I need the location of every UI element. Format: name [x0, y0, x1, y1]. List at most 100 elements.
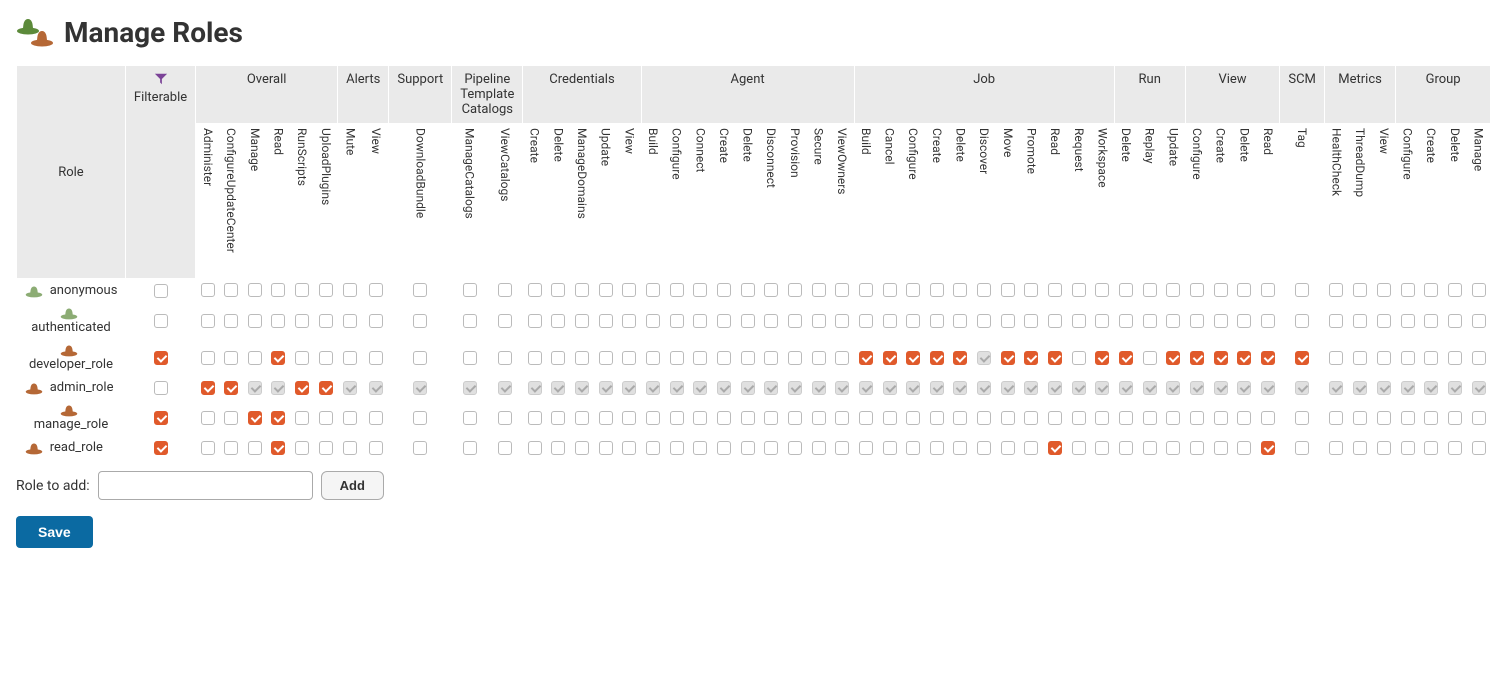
- perm-checkbox[interactable]: [783, 302, 807, 339]
- perm-checkbox[interactable]: [736, 436, 760, 459]
- perm-checkbox[interactable]: [901, 339, 925, 376]
- perm-checkbox[interactable]: [1443, 399, 1467, 436]
- perm-checkbox[interactable]: [972, 339, 996, 376]
- perm-checkbox[interactable]: [452, 279, 488, 303]
- perm-checkbox[interactable]: [1209, 339, 1233, 376]
- perm-checkbox[interactable]: [243, 279, 267, 303]
- perm-checkbox[interactable]: [617, 399, 641, 436]
- perm-checkbox[interactable]: [267, 279, 291, 303]
- perm-checkbox[interactable]: [523, 279, 547, 303]
- perm-checkbox[interactable]: [1324, 436, 1348, 459]
- perm-checkbox[interactable]: [1419, 399, 1443, 436]
- perm-checkbox[interactable]: [547, 376, 571, 399]
- perm-checkbox[interactable]: [1467, 279, 1491, 303]
- perm-checkbox[interactable]: [641, 339, 665, 376]
- perm-checkbox[interactable]: [807, 339, 831, 376]
- perm-checkbox[interactable]: [1280, 399, 1325, 436]
- perm-checkbox[interactable]: [290, 279, 314, 303]
- perm-checkbox[interactable]: [196, 376, 220, 399]
- perm-checkbox[interactable]: [736, 339, 760, 376]
- perm-checkbox[interactable]: [1043, 339, 1067, 376]
- perm-checkbox[interactable]: [523, 339, 547, 376]
- perm-checkbox[interactable]: [641, 279, 665, 303]
- perm-checkbox[interactable]: [1396, 302, 1420, 339]
- perm-checkbox[interactable]: [570, 279, 594, 303]
- perm-checkbox[interactable]: [1043, 436, 1067, 459]
- perm-checkbox[interactable]: [1419, 279, 1443, 303]
- perm-checkbox[interactable]: [547, 436, 571, 459]
- perm-checkbox[interactable]: [487, 279, 523, 303]
- perm-checkbox[interactable]: [712, 399, 736, 436]
- perm-checkbox[interactable]: [996, 279, 1020, 303]
- perm-checkbox[interactable]: [925, 436, 949, 459]
- perm-checkbox[interactable]: [338, 339, 364, 376]
- perm-checkbox[interactable]: [389, 399, 452, 436]
- perm-checkbox[interactable]: [1162, 302, 1186, 339]
- perm-checkbox[interactable]: [290, 339, 314, 376]
- perm-checkbox[interactable]: [1185, 376, 1209, 399]
- perm-checkbox[interactable]: [523, 436, 547, 459]
- perm-checkbox[interactable]: [570, 302, 594, 339]
- perm-checkbox[interactable]: [712, 376, 736, 399]
- perm-checkbox[interactable]: [243, 376, 267, 399]
- perm-checkbox[interactable]: [1067, 339, 1091, 376]
- save-button[interactable]: Save: [16, 516, 93, 548]
- perm-checkbox[interactable]: [1209, 302, 1233, 339]
- perm-checkbox[interactable]: [996, 436, 1020, 459]
- perm-checkbox[interactable]: [1162, 339, 1186, 376]
- perm-checkbox[interactable]: [641, 436, 665, 459]
- perm-checkbox[interactable]: [1114, 339, 1138, 376]
- perm-checkbox[interactable]: [759, 339, 783, 376]
- perm-checkbox[interactable]: [487, 376, 523, 399]
- perm-checkbox[interactable]: [1185, 302, 1209, 339]
- perm-checkbox[interactable]: [1372, 376, 1396, 399]
- perm-checkbox[interactable]: [1067, 376, 1091, 399]
- perm-checkbox[interactable]: [878, 279, 902, 303]
- filterable-checkbox[interactable]: [125, 339, 195, 376]
- perm-checkbox[interactable]: [1233, 376, 1257, 399]
- perm-checkbox[interactable]: [523, 399, 547, 436]
- perm-checkbox[interactable]: [1467, 399, 1491, 436]
- perm-checkbox[interactable]: [901, 399, 925, 436]
- perm-checkbox[interactable]: [1185, 436, 1209, 459]
- perm-checkbox[interactable]: [1020, 339, 1044, 376]
- perm-checkbox[interactable]: [688, 279, 712, 303]
- perm-checkbox[interactable]: [219, 399, 243, 436]
- perm-checkbox[interactable]: [1396, 376, 1420, 399]
- perm-checkbox[interactable]: [783, 376, 807, 399]
- perm-checkbox[interactable]: [1396, 339, 1420, 376]
- perm-checkbox[interactable]: [363, 399, 389, 436]
- filterable-checkbox[interactable]: [125, 399, 195, 436]
- perm-checkbox[interactable]: [1162, 399, 1186, 436]
- perm-checkbox[interactable]: [547, 399, 571, 436]
- perm-checkbox[interactable]: [389, 436, 452, 459]
- perm-checkbox[interactable]: [1419, 436, 1443, 459]
- perm-checkbox[interactable]: [1209, 376, 1233, 399]
- perm-checkbox[interactable]: [570, 399, 594, 436]
- perm-checkbox[interactable]: [1233, 302, 1257, 339]
- perm-checkbox[interactable]: [665, 436, 689, 459]
- perm-checkbox[interactable]: [736, 376, 760, 399]
- perm-checkbox[interactable]: [1091, 399, 1115, 436]
- perm-checkbox[interactable]: [949, 279, 973, 303]
- perm-checkbox[interactable]: [1209, 399, 1233, 436]
- perm-checkbox[interactable]: [1020, 436, 1044, 459]
- perm-checkbox[interactable]: [783, 399, 807, 436]
- perm-checkbox[interactable]: [972, 279, 996, 303]
- perm-checkbox[interactable]: [1162, 436, 1186, 459]
- perm-checkbox[interactable]: [759, 399, 783, 436]
- perm-checkbox[interactable]: [487, 399, 523, 436]
- perm-checkbox[interactable]: [1372, 279, 1396, 303]
- perm-checkbox[interactable]: [925, 279, 949, 303]
- perm-checkbox[interactable]: [665, 339, 689, 376]
- perm-checkbox[interactable]: [1091, 436, 1115, 459]
- perm-checkbox[interactable]: [1280, 436, 1325, 459]
- perm-checkbox[interactable]: [641, 302, 665, 339]
- perm-checkbox[interactable]: [949, 376, 973, 399]
- perm-checkbox[interactable]: [243, 436, 267, 459]
- perm-checkbox[interactable]: [617, 302, 641, 339]
- perm-checkbox[interactable]: [854, 399, 878, 436]
- perm-checkbox[interactable]: [878, 376, 902, 399]
- perm-checkbox[interactable]: [363, 302, 389, 339]
- perm-checkbox[interactable]: [594, 399, 618, 436]
